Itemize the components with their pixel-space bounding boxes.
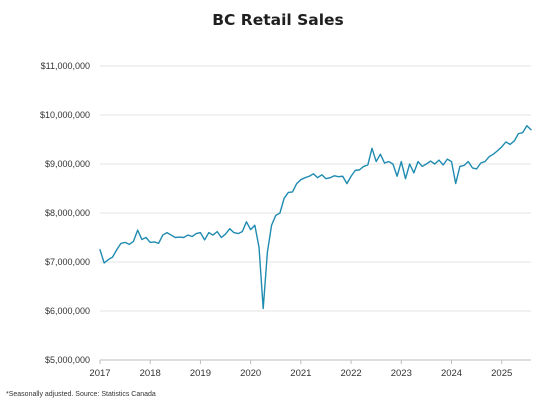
- y-tick-label: $9,000,000: [45, 159, 90, 169]
- gridlines: [100, 65, 531, 312]
- x-tick-label: 2018: [140, 368, 161, 379]
- x-tick-label: 2023: [391, 368, 412, 379]
- y-axis-tick-labels: $5,000,000 $6,000,000 $7,000,000 $8,000,000…: [40, 61, 90, 365]
- x-tick-label: 2021: [290, 368, 311, 379]
- y-tick-label: $7,000,000: [45, 257, 90, 267]
- x-tick-label: 2017: [89, 368, 110, 379]
- series-lines: [99, 125, 532, 310]
- y-tick-label: $11,000,000: [41, 61, 90, 71]
- x-tick-label: 2024: [441, 368, 462, 379]
- series-line-0: [99, 125, 532, 310]
- y-tick-label: $6,000,000: [45, 306, 90, 316]
- chart-footnote: *Seasonally adjusted. Source: Statistics…: [6, 391, 156, 398]
- chart-title: BC Retail Sales: [212, 11, 344, 29]
- x-tick-label: 2022: [341, 368, 362, 379]
- y-tick-label: $8,000,000: [45, 208, 90, 218]
- x-tick-label: 2019: [190, 368, 211, 379]
- axes: [99, 359, 531, 364]
- x-axis-tick-labels: 2017 2018 2019 2020 2021 2022 2023 2024 2025: [89, 368, 512, 379]
- x-tick-label: 2025: [491, 368, 512, 379]
- y-tick-label: $5,000,000: [45, 355, 90, 365]
- x-tick-label: 2020: [240, 368, 261, 379]
- y-tick-label: $10,000,000: [40, 110, 90, 120]
